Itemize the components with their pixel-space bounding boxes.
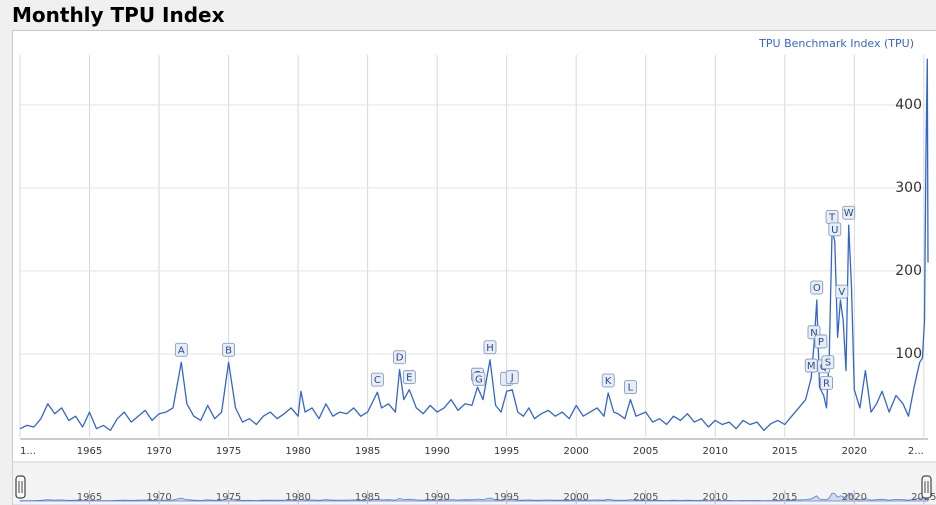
flag-box: [174, 342, 188, 357]
annotation-flag[interactable]: O: [810, 280, 824, 295]
navigator-tick-label: 2010: [703, 492, 728, 503]
x-tick-label: 2015: [772, 446, 797, 457]
x-tick-label: 2...: [908, 446, 924, 457]
annotation-flag[interactable]: E: [402, 370, 416, 385]
flag-box: [842, 205, 856, 220]
navigator-tick-label: 1985: [355, 492, 380, 503]
annotation-flag[interactable]: T: [825, 209, 839, 224]
flag-label: W: [844, 208, 854, 219]
y-tick-label: 400: [895, 97, 922, 113]
flag-label: T: [828, 212, 836, 223]
annotation-flag[interactable]: W: [842, 205, 856, 220]
annotation-flag[interactable]: D: [393, 350, 407, 365]
flag-box: [624, 380, 637, 395]
annotation-flag[interactable]: G: [472, 371, 486, 386]
flag-label: M: [807, 361, 816, 372]
navigator-tick-label: 1970: [146, 492, 171, 503]
flag-label: V: [838, 287, 845, 298]
flag-label: E: [406, 373, 412, 384]
navigator-area: [19, 486, 929, 502]
flag-box: [821, 355, 835, 370]
y-tick-label: 100: [895, 346, 922, 362]
x-tick-label: 1...: [20, 446, 36, 457]
x-tick-label: 1980: [285, 446, 310, 457]
flag-box: [820, 376, 833, 390]
navigator-handle[interactable]: [15, 475, 26, 499]
annotation-flag[interactable]: B: [222, 342, 235, 357]
flag-box: [814, 334, 828, 349]
flag-box: [222, 342, 235, 357]
legend-entry: TPU Benchmark Index (TPU): [758, 37, 914, 50]
flag-box: [393, 350, 407, 365]
annotation-flag[interactable]: A: [174, 342, 188, 357]
flag-box: [472, 371, 486, 386]
annotation-flag[interactable]: S: [821, 355, 835, 370]
x-tick-label: 1990: [424, 446, 449, 457]
flag-label: G: [475, 374, 483, 385]
navigator-tick-label: 1995: [494, 492, 519, 503]
annotation-flag[interactable]: R: [820, 376, 833, 390]
navigator-tick-label: 2020: [842, 492, 867, 503]
flag-label: K: [605, 376, 612, 387]
flag-box: [402, 370, 416, 385]
flag-box: [804, 358, 818, 373]
flag-box: [828, 222, 842, 237]
flag-label: H: [486, 343, 494, 354]
data-line: [19, 58, 929, 432]
annotation-flag[interactable]: H: [483, 340, 497, 355]
flag-box: [835, 284, 849, 299]
chart-title: Monthly TPU Index: [12, 3, 225, 27]
flag-label: C: [374, 375, 381, 386]
navigator-tick-label: 2005: [633, 492, 658, 503]
flag-label: R: [823, 378, 830, 389]
flag-box: [483, 340, 497, 355]
navigator-tick-label: 1975: [216, 492, 241, 503]
x-tick-label: 2010: [703, 446, 728, 457]
navigator-tick-label: 1965: [77, 492, 102, 503]
y-tick-label: 300: [895, 180, 922, 196]
annotation-flag[interactable]: M: [804, 358, 818, 373]
navigator-handle[interactable]: [921, 475, 932, 499]
flag-box: [505, 370, 519, 385]
x-tick-label: 1970: [146, 446, 171, 457]
x-tick-label: 1965: [77, 446, 102, 457]
x-tick-label: 2020: [842, 446, 867, 457]
annotation-flag[interactable]: V: [835, 284, 849, 299]
flag-box: [370, 372, 384, 387]
annotation-flag[interactable]: C: [370, 372, 384, 387]
navigator-tick-label: 2000: [563, 492, 588, 503]
annotation-flag[interactable]: L: [624, 380, 637, 395]
x-tick-label: 2005: [633, 446, 658, 457]
chart-frame: [12, 30, 936, 505]
flag-label: L: [628, 383, 634, 394]
navigator[interactable]: [12, 461, 936, 505]
flag-label: B: [225, 345, 232, 356]
x-tick-label: 2000: [563, 446, 588, 457]
navigator-tick-label: 1980: [285, 492, 310, 503]
flag-box: [810, 280, 824, 295]
flag-box: [601, 373, 615, 388]
flag-label: N: [810, 328, 817, 339]
flag-label: P: [818, 337, 824, 348]
y-tick-label: 200: [895, 263, 922, 279]
x-tick-label: 1995: [494, 446, 519, 457]
annotation-flag[interactable]: K: [601, 373, 615, 388]
navigator-tick-label: 1990: [424, 492, 449, 503]
flag-label: O: [813, 283, 821, 294]
flag-label: D: [396, 353, 404, 364]
annotation-flag[interactable]: P: [814, 334, 828, 349]
annotation-flag[interactable]: J: [505, 370, 519, 385]
annotation-flag[interactable]: U: [828, 222, 842, 237]
navigator-tick-label: 2015: [772, 492, 797, 503]
flag-label: A: [178, 345, 185, 356]
flag-label: J: [510, 373, 514, 384]
x-tick-label: 1975: [216, 446, 241, 457]
x-tick-label: 1985: [355, 446, 380, 457]
flag-label: U: [831, 225, 838, 236]
flag-label: S: [825, 358, 831, 369]
